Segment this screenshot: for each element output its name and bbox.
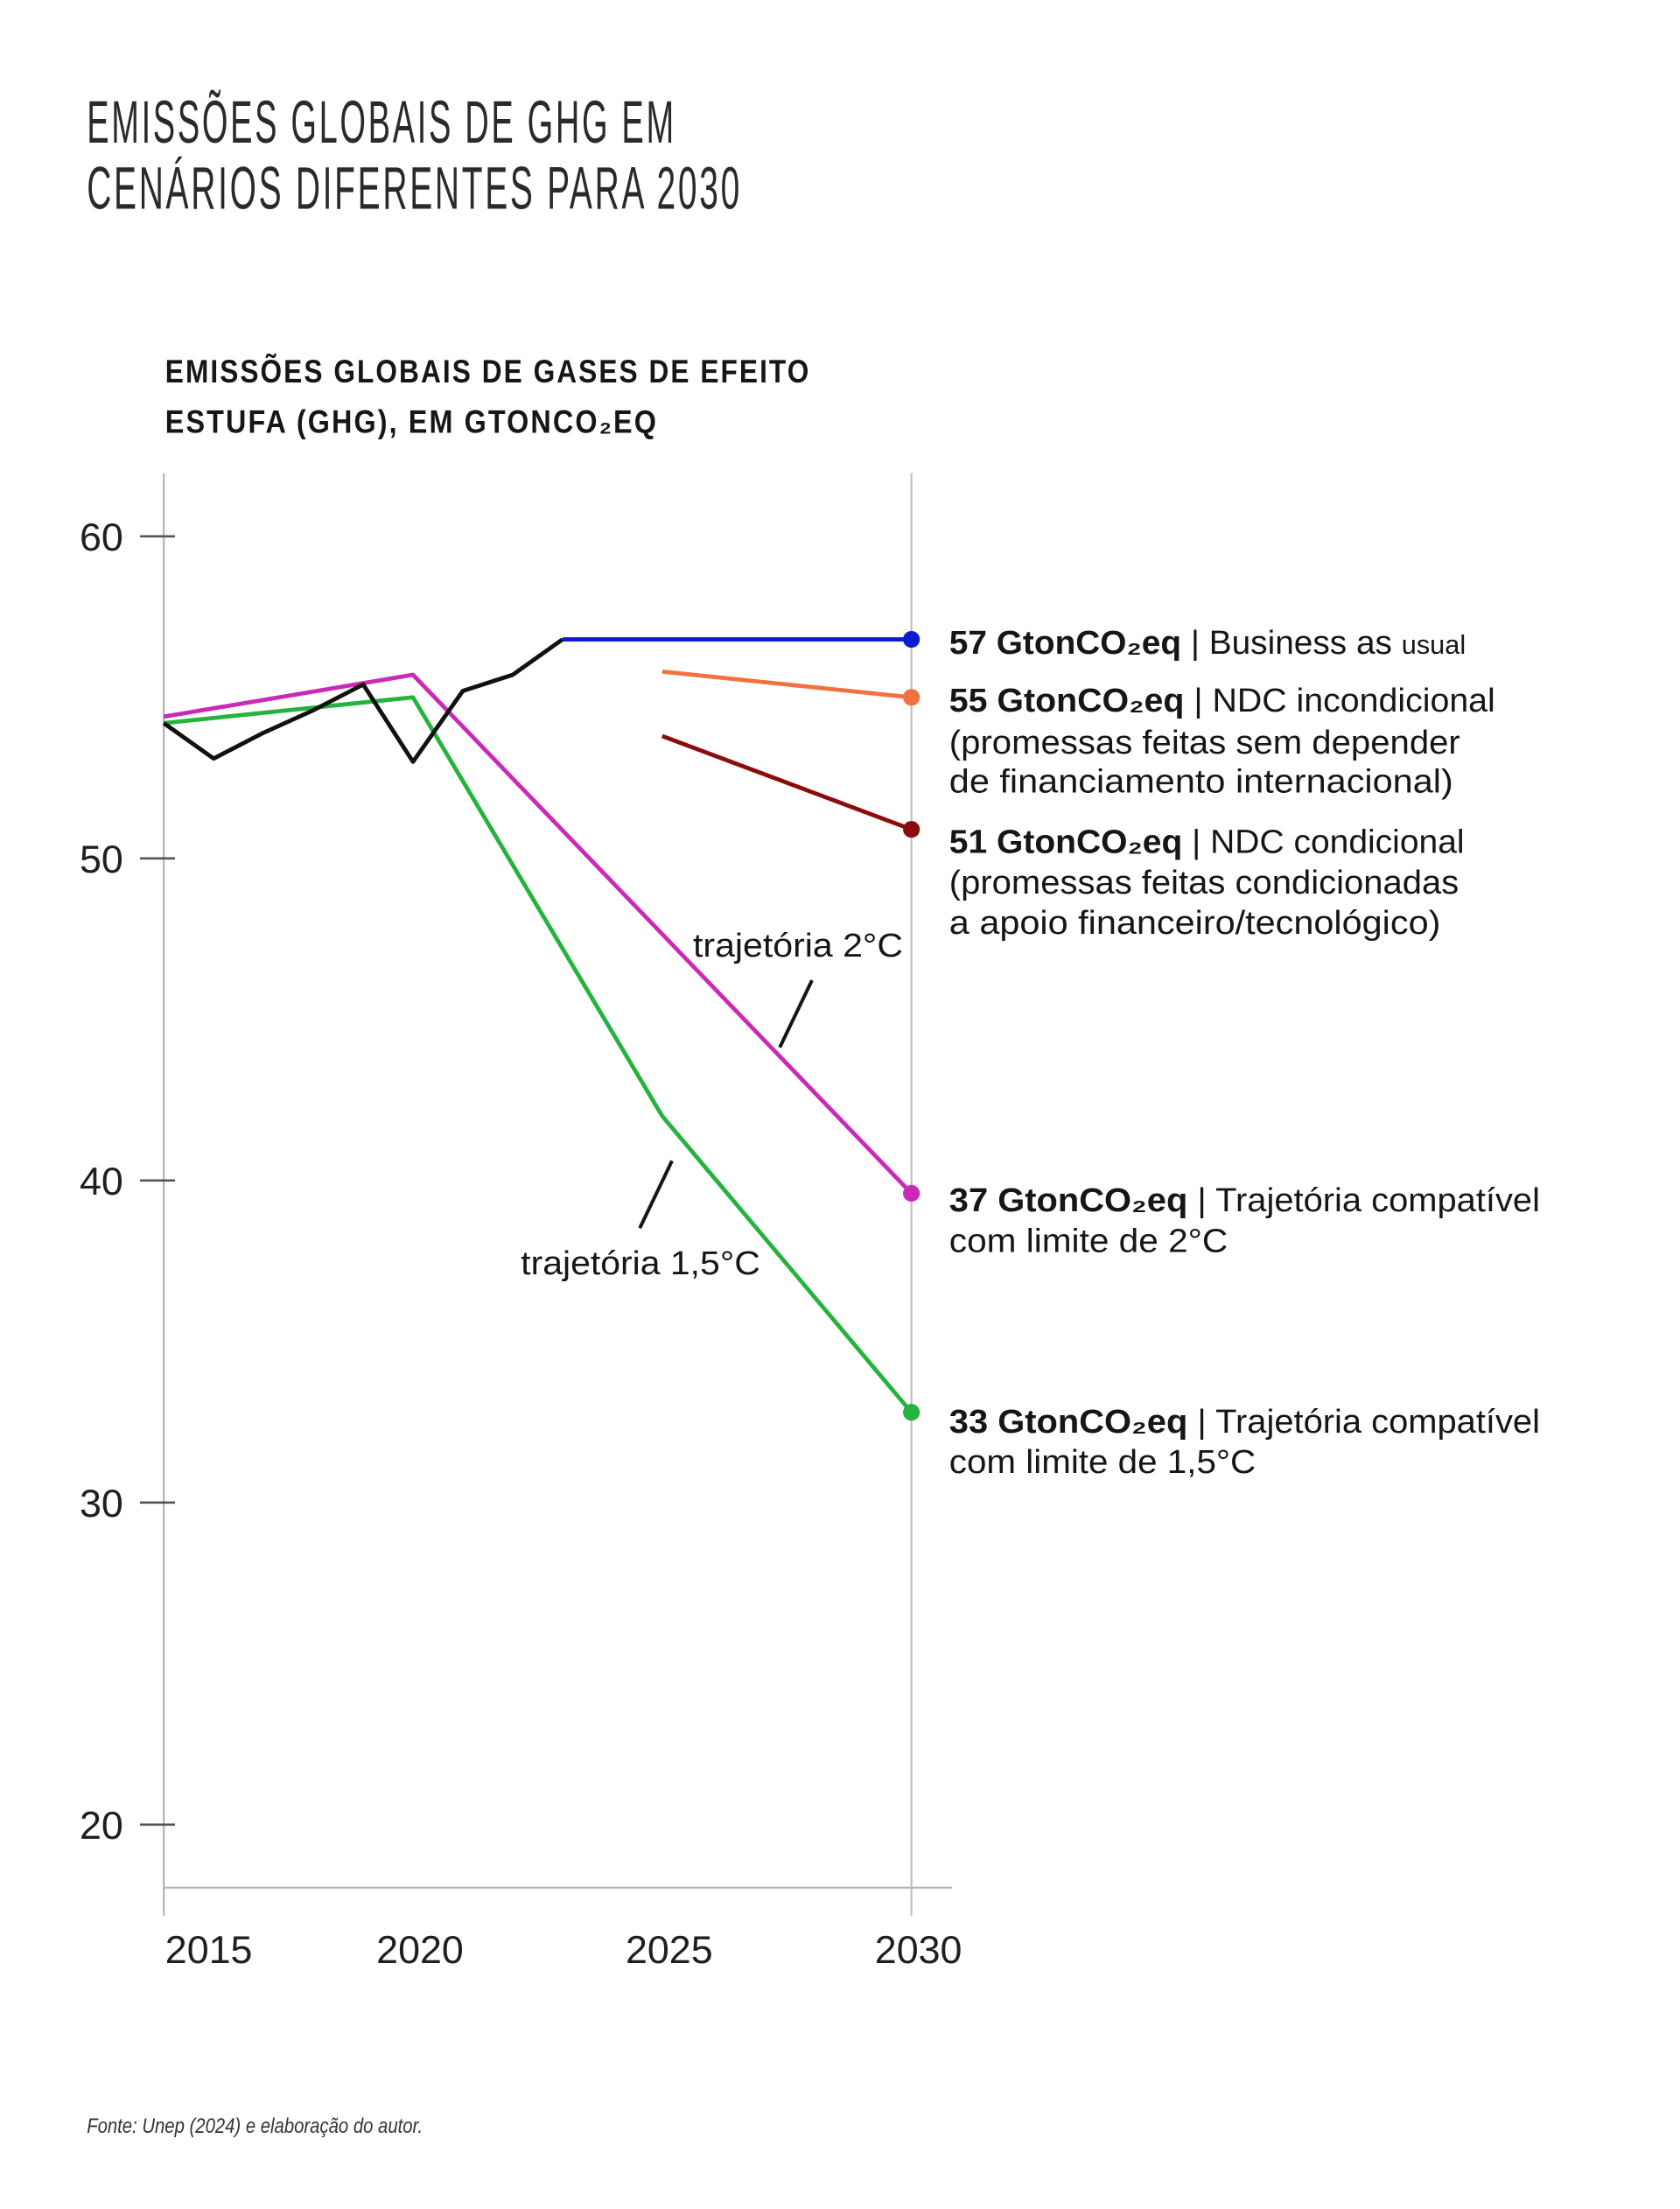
- label-business-as-usual-desc: | Business as: [1191, 624, 1392, 662]
- annotation-leader-2c: [778, 979, 814, 1048]
- end-point-markers: [903, 630, 920, 1421]
- trajectory-2c-line: [163, 672, 914, 1196]
- label-ndc-unconditional-desc: | NDC incondicional: [1194, 682, 1494, 719]
- label-ndc-conditional: 51 GtonCO₂eq | NDC condicional: [949, 823, 1465, 860]
- source-note: Fonte: Unep (2024) e elaboração do autor…: [87, 2114, 423, 2138]
- label-trajectory-1-5c-value: 33 GtonCO₂eq: [949, 1403, 1188, 1441]
- label-business-as-usual-value: 57 GtonCO₂eq: [949, 624, 1181, 662]
- label-trajectory-2c: 37 GtonCO₂eq | Trajetória compatível: [949, 1182, 1540, 1219]
- label-ndc-unconditional-line-2: de financiamento internacional): [949, 763, 1453, 801]
- label-trajectory-1-5c-line-1: com limite de 1,5°C: [949, 1443, 1256, 1481]
- label-trajectory-1-5c: 33 GtonCO₂eq | Trajetória compatível: [949, 1403, 1540, 1441]
- trajectory-1-5c-end-marker: [903, 1404, 920, 1421]
- page-title-line-1: EMISSÕES GLOBAIS DE GHG EM: [87, 88, 676, 156]
- chart-title-line-2: ESTUFA (GHG), EM GTONCO₂EQ: [165, 403, 658, 439]
- x-tick-label-2030: 2030: [875, 1928, 962, 1972]
- label-ndc-unconditional-line-1: (promessas feitas sem depender: [949, 724, 1460, 761]
- y-tick-label-50: 50: [80, 838, 123, 881]
- chart-title-line-1: EMISSÕES GLOBAIS DE GASES DE EFEITO: [165, 353, 811, 389]
- label-trajectory-2c-line-1: com limite de 2°C: [949, 1222, 1228, 1259]
- ndc-conditional-line: [661, 733, 913, 831]
- x-tick-label-2015: 2015: [165, 1928, 253, 1972]
- label-trajectory-2c-desc: | Trajetória compatível: [1197, 1182, 1540, 1219]
- annotation-trajectory-1-5c: trajetória 1,5°C: [521, 1245, 760, 1282]
- x-axis-ticks: 2015 2020 2025 2030: [165, 1928, 962, 1972]
- y-axis-ticks: 60 50 40 30 20: [80, 515, 175, 1848]
- label-ndc-conditional-line-2: a apoio financeiro/tecnológico): [949, 904, 1441, 942]
- ndc-conditional-end-marker: [903, 821, 920, 838]
- business-as-usual-end-marker: [903, 630, 920, 649]
- label-business-as-usual-desc-small: usual: [1402, 630, 1466, 660]
- label-trajectory-2c-value: 37 GtonCO₂eq: [949, 1182, 1188, 1219]
- trajectory-1-5c-line: [163, 695, 914, 1414]
- ndc-unconditional-end-marker: [903, 689, 920, 706]
- page-title-line-2: CENÁRIOS DIFERENTES PARA 2030: [87, 154, 742, 221]
- ndc-unconditional-line: [662, 669, 912, 700]
- historical-emissions-line: [162, 637, 564, 764]
- label-ndc-conditional-value: 51 GtonCO₂eq: [949, 823, 1183, 860]
- x-tick-label-2020: 2020: [376, 1928, 464, 1972]
- y-tick-label-30: 30: [80, 1482, 123, 1525]
- label-ndc-unconditional-value: 55 GtonCO₂eq: [949, 682, 1185, 719]
- series-lines: [162, 637, 914, 1414]
- label-ndc-conditional-desc: | NDC condicional: [1192, 823, 1464, 860]
- y-tick-label-60: 60: [80, 515, 123, 559]
- y-tick-label-20: 20: [80, 1804, 123, 1848]
- label-trajectory-1-5c-desc: | Trajetória compatível: [1197, 1403, 1540, 1441]
- label-ndc-conditional-line-1: (promessas feitas condicionadas: [949, 864, 1459, 901]
- annotation-trajectory-2c: trajetória 2°C: [693, 927, 903, 964]
- y-tick-label-40: 40: [80, 1160, 123, 1203]
- annotation-leader-1-5c: [638, 1160, 674, 1230]
- label-business-as-usual: 57 GtonCO₂eq | Business as usual: [949, 624, 1466, 662]
- x-tick-label-2025: 2025: [626, 1928, 713, 1972]
- trajectory-2c-end-marker: [903, 1184, 920, 1203]
- label-ndc-unconditional: 55 GtonCO₂eq | NDC incondicional: [949, 682, 1495, 719]
